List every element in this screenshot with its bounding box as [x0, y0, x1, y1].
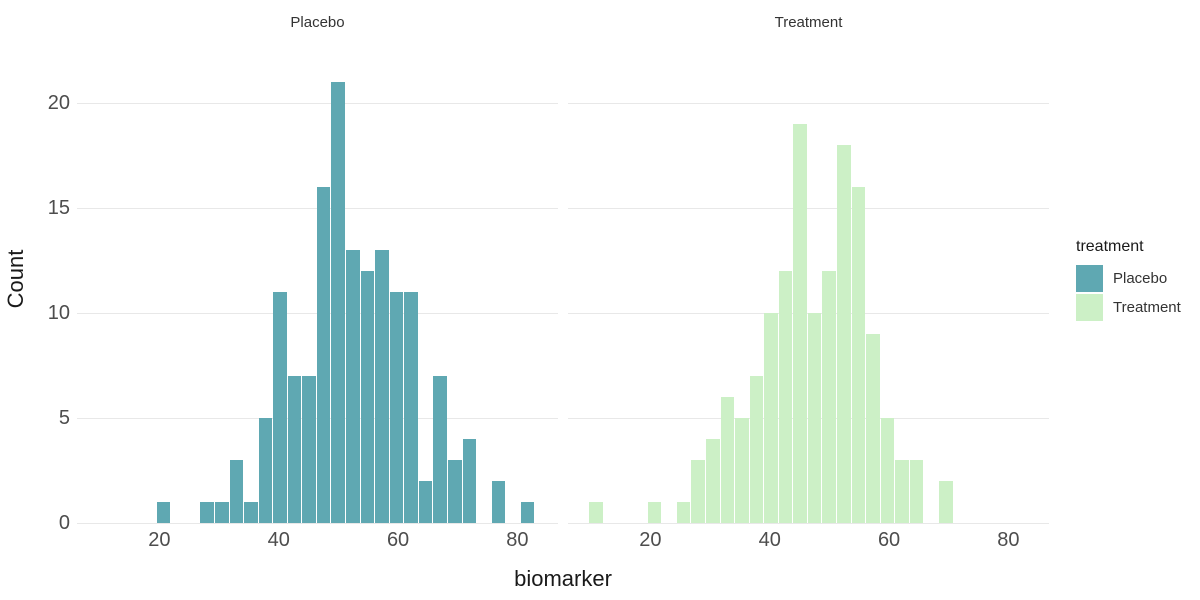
x-axis-title: biomarker: [514, 566, 612, 591]
histogram-bar: [200, 501, 214, 523]
histogram-bar: [244, 501, 258, 523]
legend-label-treatment: Treatment: [1113, 299, 1181, 316]
histogram-bar: [447, 459, 462, 523]
y-tick-label-0: 0: [58, 512, 70, 534]
histogram-bar: [691, 459, 705, 523]
histogram-bar: [880, 417, 895, 523]
gridline-y-20: [568, 102, 1049, 104]
histogram-bar: [589, 501, 604, 523]
histogram-bar: [822, 270, 836, 523]
histogram-bar: [331, 81, 345, 523]
x-tick-label-60: 60: [386, 529, 410, 551]
legend: treatment Placebo Treatment: [1076, 238, 1181, 323]
histogram-bar: [720, 396, 735, 523]
histogram-bar: [389, 291, 404, 523]
histogram-bar: [793, 123, 807, 523]
histogram-bar: [229, 459, 244, 523]
y-tick-label-5: 5: [58, 406, 70, 429]
histogram-bar: [895, 459, 909, 523]
histogram-bar: [287, 375, 302, 523]
gridline-y-0: [77, 523, 558, 524]
x-tick-label-40: 40: [758, 529, 781, 551]
histogram-bar: [462, 438, 477, 523]
histogram-bar: [418, 480, 433, 523]
facet-strip-treatment: Treatment: [774, 14, 843, 31]
y-tick-label-10: 10: [47, 301, 70, 324]
x-tick-label-80: 80: [506, 529, 529, 551]
histogram-bar: [404, 291, 418, 523]
histogram-bar: [273, 291, 287, 523]
gridline-y-0: [568, 523, 1049, 524]
x-tick-label-80: 80: [997, 529, 1020, 551]
x-tick-label-60: 60: [877, 529, 901, 551]
histogram-bar: [866, 333, 880, 523]
facet-strip-placebo: Placebo: [290, 14, 345, 31]
gridline-y-15: [568, 207, 1049, 209]
histogram-bar: [676, 501, 691, 523]
histogram-bar: [346, 249, 360, 523]
histogram-bar: [258, 417, 273, 523]
histogram-bar: [520, 501, 535, 523]
x-tick-label-40: 40: [267, 529, 290, 551]
histogram-bar: [735, 417, 749, 523]
legend-swatch-placebo: [1076, 265, 1103, 292]
histogram-bar: [837, 144, 851, 523]
histogram-bar: [749, 375, 764, 523]
histogram-bar: [764, 312, 778, 523]
histogram-bar: [778, 270, 793, 523]
histogram-bar: [491, 480, 506, 523]
histogram-bar: [316, 186, 331, 523]
histogram-bar: [156, 501, 171, 523]
histogram-bar: [302, 375, 316, 523]
histogram-bar: [375, 249, 389, 523]
histogram-bar: [851, 186, 866, 523]
histogram-bar: [705, 438, 720, 523]
histogram-bar: [433, 375, 447, 523]
legend-swatch-treatment: [1076, 294, 1103, 321]
histogram-bar: [360, 270, 375, 523]
gridline-y-20: [77, 102, 558, 104]
legend-label-placebo: Placebo: [1113, 270, 1168, 287]
histogram-bar: [909, 459, 924, 523]
y-tick-label-20: 20: [47, 91, 70, 114]
histogram-bar: [647, 501, 662, 523]
legend-title: treatment: [1076, 238, 1144, 255]
histogram-bar: [938, 480, 953, 523]
x-tick-label-20: 20: [148, 529, 171, 551]
legend-key-treatment: Treatment: [1076, 294, 1181, 321]
x-tick-label-20: 20: [639, 529, 662, 551]
y-tick-label-15: 15: [47, 196, 70, 219]
histogram-bar: [807, 312, 822, 523]
legend-key-placebo: Placebo: [1076, 265, 1181, 292]
histogram-bar: [214, 501, 229, 523]
